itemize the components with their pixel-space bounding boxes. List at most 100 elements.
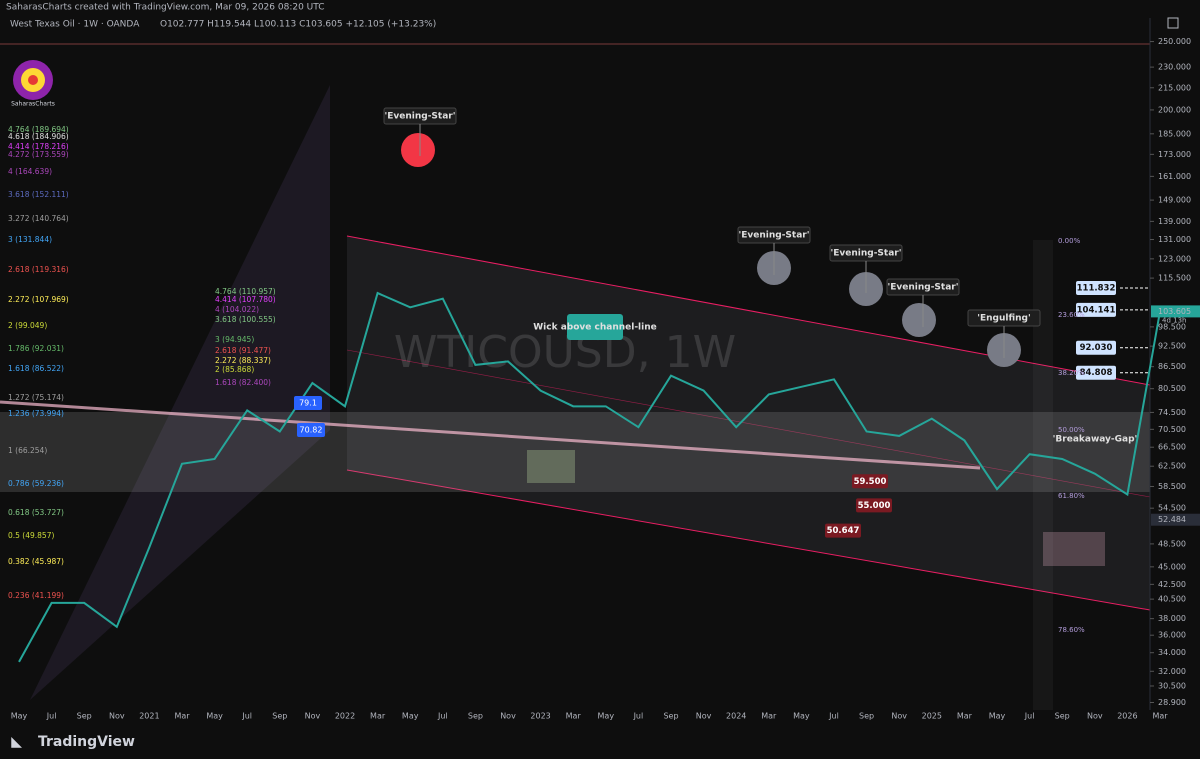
y-tick-label: 38.000 [1158,614,1186,623]
fib-level: 4.414 (178.216) [8,142,69,151]
x-tick-label: Sep [1055,712,1070,721]
x-tick-label: 2022 [335,712,355,721]
x-tick-label: Mar [566,712,582,721]
level-tag-box [825,523,861,538]
fib-zone [1033,240,1053,710]
fib-level: 2.618 (91.477) [215,346,271,355]
trend-line [0,400,981,470]
x-tick-label: Nov [500,712,516,721]
fib-level: 4.272 (173.559) [8,150,69,159]
y-tick-label: 139.000 [1158,217,1191,226]
y-tick-label: 131.000 [1158,235,1191,244]
fib-level: 4.764 (110.957) [215,287,276,296]
y-tick-label: 161.000 [1158,172,1191,181]
y-tick-label: 98.500 [1158,322,1186,331]
annotation-box [567,314,623,340]
x-tick-label: Mar [761,712,777,721]
x-tick-label: Mar [370,712,386,721]
y-tick-label: 40.500 [1158,595,1186,604]
fib-level: 1.786 (92.031) [8,344,64,353]
price-label: 104.141 [1077,305,1116,315]
annotation: 'Evening-Star' [887,283,958,293]
blue-tag-box [294,396,322,410]
price-label: 84.808 [1080,368,1113,378]
x-tick-label: Jul [828,712,839,721]
blue-tag-box [297,423,325,437]
y-tick-label: 66.500 [1158,443,1186,452]
price-label-box [1076,365,1116,380]
y-tick-label: 32.000 [1158,667,1186,676]
y-tick-label: 58.500 [1158,482,1186,491]
fib-level: 0.236 (41.199) [8,591,64,600]
blue-tag: 70.82 [300,426,323,435]
fib-level: 2 (99.049) [8,321,47,330]
fib-level: 3 (94.945) [215,335,254,344]
y-tick-label: 36.000 [1158,631,1186,640]
x-tick-label: Jul [633,712,644,721]
x-tick-label: Jul [241,712,252,721]
x-tick-label: Nov [891,712,907,721]
fib-percent: 78.60% [1058,626,1085,634]
signal-icon [401,133,435,167]
y-tick-label: 185.000 [1158,129,1191,138]
fib-level: 4.764 (189.694) [8,125,69,134]
y-tick-label: 123.000 [1158,254,1191,263]
fib-level: 3 (131.844) [8,235,52,244]
x-tick-label: May [11,712,28,721]
price-label-box [1076,280,1116,295]
x-tick-label: Sep [77,712,92,721]
price-label: 111.832 [1077,283,1116,293]
fib-percent: 61.80% [1058,492,1085,500]
level-tag: 50.647 [827,526,860,536]
y-tick-label: 92.500 [1158,342,1186,351]
price-label-box [1076,302,1116,317]
x-tick-label: May [989,712,1006,721]
x-tick-label: 2026 [1117,712,1137,721]
annotation: 'Evening-Star' [384,112,455,122]
y-tick-label: 54.500 [1158,504,1186,513]
y-tick-label: 48.500 [1158,539,1186,548]
credit: SaharasCharts created with TradingView.c… [6,3,325,13]
logo-icon [28,75,38,85]
logo-text: SaharasCharts [11,101,55,108]
box [1043,532,1105,566]
x-tick-label: Mar [957,712,973,721]
x-tick-label: Nov [109,712,125,721]
box [527,450,575,483]
level-tag-box [852,474,888,489]
signal-icon [902,303,936,337]
fib-level: 4 (164.639) [8,167,52,176]
fib-level: 1.618 (86.522) [8,364,64,373]
x-tick-label: Sep [859,712,874,721]
fib-level: 1.236 (73.994) [8,409,64,418]
settings-icon[interactable] [1167,17,1179,29]
fib-percent: 38.20% [1058,369,1085,377]
fib-level: 2.272 (107.969) [8,295,69,304]
x-tick-label: Nov [1087,712,1103,721]
x-tick-label: 2025 [922,712,942,721]
y-tick-label: 200.000 [1158,105,1191,114]
level-tag: 59.500 [854,477,887,487]
projection-triangle [30,85,330,700]
x-tick-label: 2024 [726,712,746,721]
x-tick-label: Mar [174,712,190,721]
fib-level: 3.618 (100.555) [215,315,276,324]
symbol: West Texas Oil · 1W · OANDA [10,20,140,30]
y-tick-label: 215.000 [1158,83,1191,92]
range-zone [0,412,1150,492]
annotation: 'Engulfing' [977,314,1031,324]
y-tick-label: 45.000 [1158,562,1186,571]
x-tick-label: Nov [305,712,321,721]
level-tag-box [856,498,892,513]
blue-tag: 79.1 [299,399,317,408]
fib-level: 3.618 (152.111) [8,190,69,199]
footer-logo: ◣ [11,734,22,750]
y-tick-label: 173.000 [1158,150,1191,159]
price-label: 92.030 [1080,343,1113,353]
y-tick-label: 149.000 [1158,196,1191,205]
x-tick-label: Sep [663,712,678,721]
x-tick-label: Jul [437,712,448,721]
y-tick-label: 62.500 [1158,462,1186,471]
fib-percent: 23.60% [1058,311,1085,319]
fib-level: 1.272 (75.174) [8,393,64,402]
